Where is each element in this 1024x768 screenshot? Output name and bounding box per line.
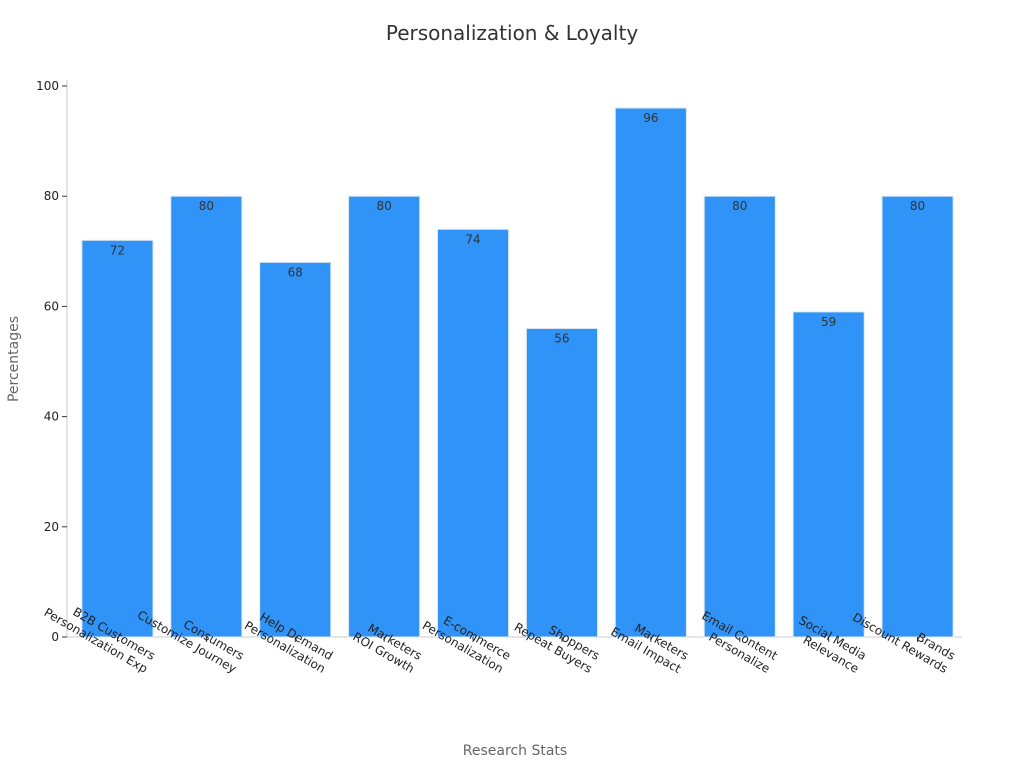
y-axis-label: Percentages [6, 316, 22, 402]
bar-value-label: 56 [554, 331, 569, 345]
bar-value-label: 74 [465, 232, 480, 246]
bar-value-label: 96 [643, 111, 658, 125]
bar-value-label: 59 [821, 315, 836, 329]
bar-value-label: 72 [110, 243, 125, 257]
bar [703, 195, 776, 638]
y-tick-label: 100 [36, 79, 59, 93]
y-tick-label: 20 [44, 520, 59, 534]
y-tick-label: 80 [44, 189, 59, 203]
bar [614, 107, 687, 638]
bars [81, 107, 954, 638]
bar-value-label: 80 [377, 199, 392, 213]
bar [170, 195, 243, 638]
x-axis-label: Research Stats [463, 743, 567, 759]
bar-value-label: 80 [910, 199, 925, 213]
chart-title: Personalization & Loyalty [386, 21, 638, 45]
y-tick-label: 60 [44, 299, 59, 313]
bar [525, 327, 599, 638]
bar [348, 195, 421, 638]
bar-value-label: 80 [732, 199, 747, 213]
value-labels: 72 80 68 80 74 56 96 80 59 80 [110, 111, 925, 345]
y-ticks: 0 20 40 60 80 100 [36, 79, 67, 644]
bar [259, 261, 332, 638]
bar [436, 228, 510, 638]
bar [81, 239, 154, 638]
bar-value-label: 68 [288, 265, 303, 279]
bar [881, 195, 954, 638]
y-tick-label: 40 [44, 410, 59, 424]
y-tick-label: 0 [51, 630, 59, 644]
bar-value-label: 80 [199, 199, 214, 213]
bar [792, 311, 865, 638]
